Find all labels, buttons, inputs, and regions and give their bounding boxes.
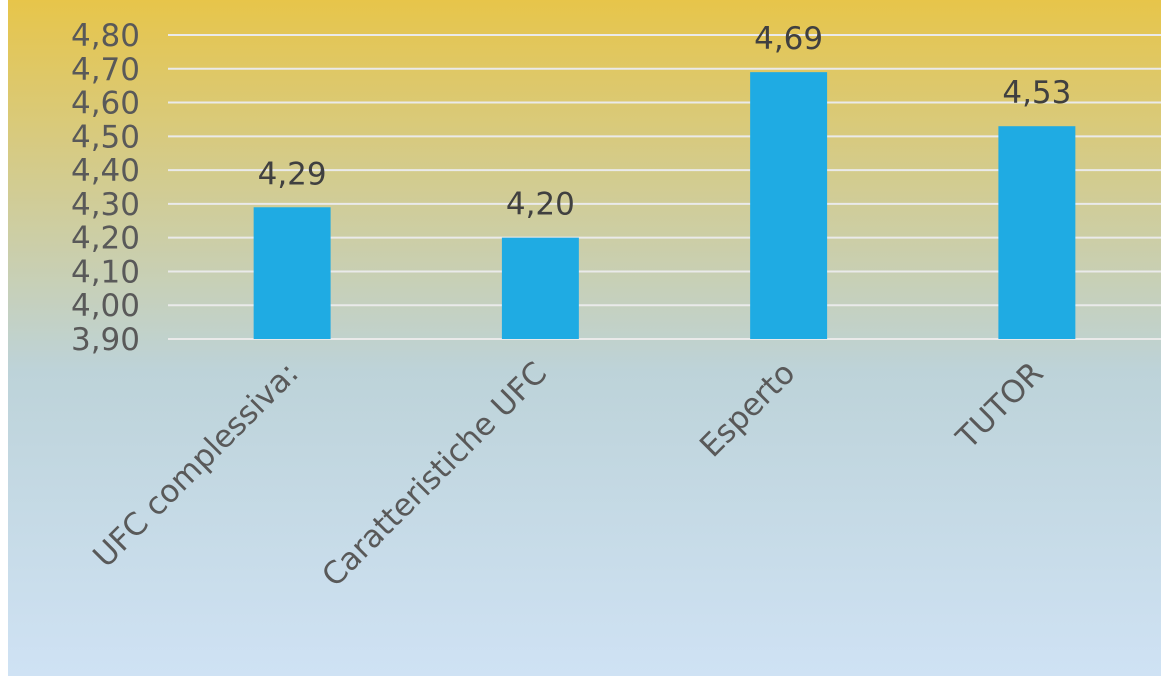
y-tick-label: 4,40 — [71, 153, 140, 189]
bar-chart: 3,904,004,104,204,304,404,504,604,704,80… — [8, 0, 1161, 676]
data-labels: 4,29 4,20 4,69 4,53 — [258, 21, 1072, 223]
y-tick-label: 4,20 — [71, 221, 140, 257]
y-tick-label: 4,00 — [71, 288, 140, 324]
bar — [998, 126, 1076, 339]
gridlines — [168, 34, 1161, 340]
y-tick-label: 4,30 — [71, 187, 140, 223]
bar — [253, 207, 331, 339]
y-tick-label: 3,90 — [71, 322, 140, 358]
chart: 3,90 4,00 4,10 4,20 4,30 4,40 4,50 4,60 4,70 4,80… — [8, 0, 1161, 676]
data-label: 4,69 — [754, 21, 823, 57]
y-axis-tick-labels: 3,904,004,104,204,304,404,504,604,704,80 — [71, 18, 140, 358]
data-label: 4,53 — [1002, 75, 1071, 111]
y-tick-label: 4,10 — [71, 254, 140, 290]
y-tick-label: 4,70 — [71, 52, 140, 88]
y-tick-label: 4,50 — [71, 119, 140, 155]
bar — [501, 237, 579, 339]
bars — [253, 72, 1076, 340]
y-tick-label: 4,80 — [71, 18, 140, 54]
bar — [750, 72, 828, 340]
y-tick-label: 4,60 — [71, 86, 140, 122]
data-label: 4,29 — [258, 156, 327, 192]
data-label: 4,20 — [506, 187, 575, 223]
